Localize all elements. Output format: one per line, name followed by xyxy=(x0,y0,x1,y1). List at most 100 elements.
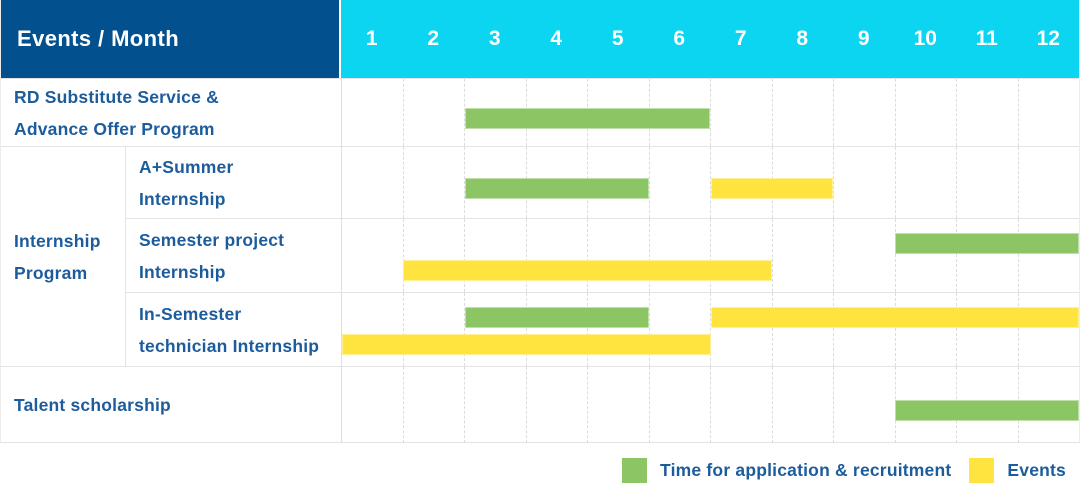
row-label-rd-substitute: RD Substitute Service & Advance Offer Pr… xyxy=(1,78,341,146)
month-grid-cell xyxy=(834,219,896,292)
events-bar xyxy=(403,260,772,281)
month-grid-cell xyxy=(588,219,650,292)
month-grid-cell xyxy=(711,219,773,292)
month-grid-cell xyxy=(342,79,404,146)
events-bar xyxy=(710,307,1079,328)
month-grid-cell xyxy=(650,79,711,146)
month-grid-cell xyxy=(773,219,834,292)
events-bar xyxy=(710,177,834,199)
month-grid-cell xyxy=(342,219,404,292)
month-grid-cell xyxy=(1019,219,1080,292)
month-label: 4 xyxy=(550,27,563,50)
row-label-line: Semester project xyxy=(139,229,285,250)
month-label: 1 xyxy=(365,27,378,50)
month-grid-cell xyxy=(957,293,1019,366)
group-label-line: Internship xyxy=(14,230,101,251)
chart-row-a-summer xyxy=(341,146,1079,218)
month-grid-cell xyxy=(957,219,1019,292)
month-label: 10 xyxy=(913,27,937,50)
legend: Time for application & recruitment Event… xyxy=(622,458,1066,483)
application-bar xyxy=(464,177,650,199)
chart-row-semester-project xyxy=(341,218,1079,292)
month-grid-cell xyxy=(465,367,527,443)
month-grid-cell xyxy=(527,293,588,366)
legend-item-application: Time for application & recruitment xyxy=(622,458,951,483)
month-grid-cell xyxy=(527,219,588,292)
chart-row-talent-scholarship xyxy=(341,366,1079,443)
month-grid-cell xyxy=(1019,147,1080,218)
legend-item-events: Events xyxy=(969,458,1066,483)
month-grid-cell xyxy=(1019,293,1080,366)
month-label: 9 xyxy=(857,27,870,50)
month-grid-cell xyxy=(773,293,834,366)
month-gridlines xyxy=(342,219,1079,292)
chart-row-in-semester xyxy=(341,292,1079,366)
month-grid-cell xyxy=(527,367,588,443)
legend-label: Events xyxy=(1007,460,1066,480)
schedule-table: Events / Month 1 2 3 4 5 6 7 8 9 10 11 12 RD Substi… xyxy=(0,0,1080,443)
events-bar xyxy=(342,334,711,355)
month-gridlines xyxy=(342,293,1079,366)
month-grid-cell xyxy=(650,219,711,292)
month-grid-cell xyxy=(957,147,1019,218)
application-bar xyxy=(464,307,650,328)
application-bar xyxy=(894,400,1079,421)
month-grid-cell xyxy=(711,79,773,146)
page-title: Events / Month xyxy=(17,26,180,51)
row-label-semester-project: Semester project Internship xyxy=(125,218,341,292)
group-label-internship-program: Internship Program xyxy=(1,146,125,366)
month-grid-cell xyxy=(342,293,404,366)
month-grid-cell xyxy=(650,147,711,218)
month-label: 11 xyxy=(975,27,998,50)
month-grid-cell xyxy=(834,79,896,146)
month-grid-cell xyxy=(834,367,896,443)
month-grid-cell xyxy=(465,219,527,292)
month-gridlines xyxy=(342,79,1079,146)
month-grid-cell xyxy=(773,367,834,443)
application-bar xyxy=(894,233,1079,254)
month-grid-cell xyxy=(834,293,896,366)
events-month-header-cell: Events / Month xyxy=(1,0,341,78)
month-label: 7 xyxy=(734,27,747,50)
row-label-line: Internship xyxy=(139,188,226,209)
month-label: 2 xyxy=(427,27,440,50)
chart-row-rd-substitute xyxy=(341,78,1079,146)
month-grid-cell xyxy=(650,367,711,443)
row-label-a-summer: A+Summer Internship xyxy=(125,146,341,218)
month-grid-cell xyxy=(404,293,465,366)
month-grid-cell xyxy=(404,147,465,218)
month-grid-cell xyxy=(834,147,896,218)
month-grid-cell xyxy=(896,79,957,146)
month-grid-cell xyxy=(896,147,957,218)
month-label: 6 xyxy=(673,27,686,50)
month-grid-cell xyxy=(896,293,957,366)
month-grid-cell xyxy=(404,219,465,292)
group-label-line: Program xyxy=(14,262,88,283)
month-grid-cell xyxy=(588,367,650,443)
month-label: 8 xyxy=(796,27,809,50)
month-label: 3 xyxy=(488,27,501,50)
month-grid-cell xyxy=(342,367,404,443)
month-grid-cell xyxy=(773,147,834,218)
month-grid-cell xyxy=(588,293,650,366)
month-grid-cell xyxy=(342,147,404,218)
month-grid-cell xyxy=(773,79,834,146)
month-grid-cell xyxy=(465,293,527,366)
row-label-line: technician Internship xyxy=(139,335,320,356)
row-label-line: Talent scholarship xyxy=(14,395,171,415)
row-label-line: RD Substitute Service & xyxy=(14,86,219,107)
month-grid-cell xyxy=(711,293,773,366)
month-grid-cell xyxy=(404,79,465,146)
application-bar xyxy=(464,107,711,129)
row-label-line: Advance Offer Program xyxy=(14,118,215,139)
legend-label: Time for application & recruitment xyxy=(660,460,952,480)
month-grid-cell xyxy=(1019,79,1080,146)
month-grid-cell xyxy=(404,367,465,443)
month-grid-cell xyxy=(957,79,1019,146)
row-label-in-semester: In-Semester technician Internship xyxy=(125,292,341,366)
row-label-line: A+Summer xyxy=(139,156,234,177)
month-grid-cell xyxy=(896,219,957,292)
row-label-line: In-Semester xyxy=(139,303,242,324)
row-label-talent-scholarship: Talent scholarship xyxy=(1,366,341,443)
